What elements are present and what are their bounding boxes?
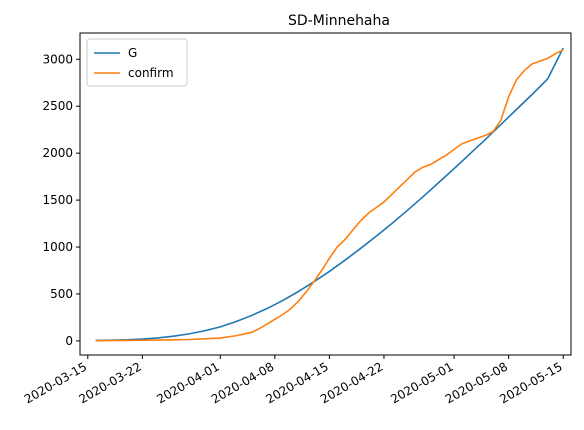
y-tick-label: 1500 — [42, 193, 73, 207]
legend-box — [86, 38, 188, 87]
y-tick-label: 2000 — [42, 146, 73, 160]
series-line-confirm — [95, 49, 564, 342]
y-tick-label: 500 — [50, 287, 73, 301]
x-tick-label: 2020-05-15 — [497, 359, 564, 406]
plot-area — [95, 47, 564, 342]
axes-frame — [79, 32, 572, 356]
x-tick-label: 2020-03-22 — [76, 359, 143, 406]
series-line-G — [95, 47, 564, 342]
legend-label-G: G — [128, 46, 137, 60]
y-tick-label: 3000 — [42, 52, 73, 66]
legend-label-confirm: confirm — [128, 66, 174, 80]
y-tick-label: 2500 — [42, 99, 73, 113]
y-tick-label: 1000 — [42, 240, 73, 254]
y-tick-label: 0 — [65, 334, 73, 348]
chart-title: SD-Minnehaha — [288, 13, 390, 29]
x-tick-label: 2020-04-22 — [318, 359, 385, 406]
y-axis: 0 500 1000 1500 2000 2500 3000 — [42, 52, 80, 348]
